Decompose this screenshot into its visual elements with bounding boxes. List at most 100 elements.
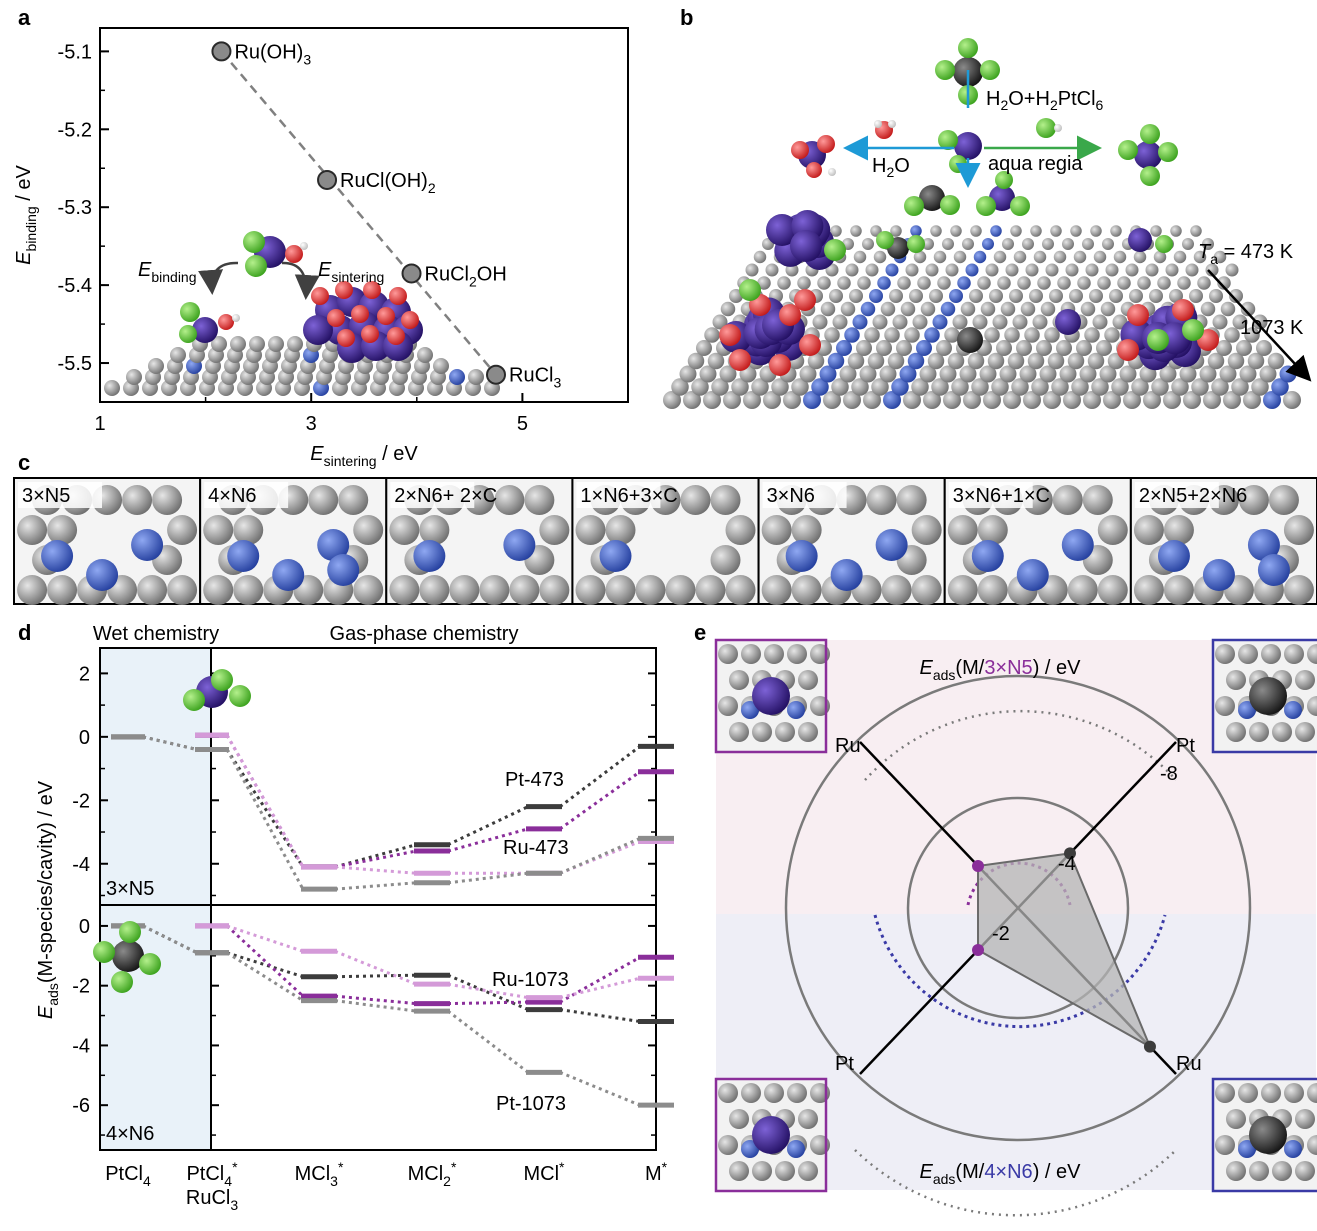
- carbon-atom: [1047, 352, 1065, 370]
- carbon-atom: [1022, 238, 1034, 250]
- carbon-atom: [775, 722, 795, 742]
- nitrogen-atom: [413, 540, 446, 572]
- carbon-atom: [718, 696, 738, 716]
- h-atom: [232, 314, 240, 322]
- carbon-atom: [1157, 276, 1171, 290]
- carbon-atom: [679, 365, 697, 383]
- data-point-label: RuCl3: [509, 365, 561, 391]
- panel-a-xlabel: Esintering / eV: [310, 443, 418, 469]
- carbon-atom: [1231, 378, 1249, 396]
- nitrogen-atom: [1202, 559, 1235, 591]
- nitrogen-atom: [910, 225, 922, 237]
- cavity-label: 2×N6+ 2×C: [394, 485, 497, 507]
- carbon-atom: [1023, 391, 1041, 409]
- carbon-atom: [1113, 250, 1127, 264]
- carbon-atom: [1150, 225, 1162, 237]
- data-point: [317, 169, 338, 190]
- cl-atom: [119, 921, 141, 943]
- series-connector: [334, 973, 417, 979]
- carbon-atom: [969, 289, 983, 303]
- carbon-atom: [1209, 289, 1223, 303]
- carbon-atom: [1082, 485, 1113, 515]
- carbon-atom: [1224, 327, 1240, 343]
- carbon-atom: [1125, 263, 1139, 277]
- radar-axis-label: Pt: [835, 1053, 854, 1075]
- carbon-atom: [731, 378, 749, 396]
- panel-label-a: a: [18, 5, 31, 30]
- binding-arrow: [198, 261, 239, 295]
- cl-atom: [958, 38, 978, 58]
- carbon-atom: [812, 314, 828, 330]
- carbon-atom: [953, 250, 967, 264]
- carbon-atom: [1185, 263, 1199, 277]
- carbon-atom: [984, 327, 1000, 343]
- carbon-atom: [775, 1161, 795, 1181]
- label-sub: 2: [428, 180, 436, 196]
- carbon-atom: [1215, 1083, 1235, 1103]
- carbon-atom: [1104, 327, 1120, 343]
- carbon-atom: [831, 378, 849, 396]
- carbon-atom: [729, 1161, 749, 1181]
- carbon-atom: [1003, 391, 1021, 409]
- cl-atom: [995, 171, 1013, 189]
- carbon-atom: [1238, 1083, 1258, 1103]
- carbon-atom: [1283, 515, 1314, 545]
- carbon-atom: [939, 365, 957, 383]
- carbon-atom: [1213, 250, 1227, 264]
- cat-sup: *: [451, 1159, 457, 1175]
- nitrogen-atom: [1016, 559, 1049, 591]
- ru-atom: [1128, 228, 1152, 252]
- series-connector: [226, 924, 304, 953]
- cl-atom: [139, 953, 161, 975]
- series-connector: [559, 770, 641, 831]
- carbon-atom: [1090, 225, 1102, 237]
- carbon-atom: [930, 225, 942, 237]
- carbon-atom: [1200, 301, 1216, 317]
- cl-atom: [1155, 235, 1173, 253]
- h-atom: [300, 242, 308, 250]
- ru-atom: [1134, 141, 1162, 169]
- radar-bottom-title: Eads(M/4×N6) / eV: [920, 1161, 1082, 1187]
- x-category-label-2: RuCl3: [186, 1187, 238, 1213]
- carbon-atom: [753, 250, 767, 264]
- cl-atom: [976, 196, 996, 216]
- series-label: Ru-473: [503, 837, 569, 859]
- carbon-atom: [704, 327, 720, 343]
- carbon-atom: [1159, 365, 1177, 383]
- o-atom: [337, 329, 355, 347]
- carbon-atom: [741, 1083, 761, 1103]
- cl-atom: [940, 195, 960, 215]
- o-atom: [387, 327, 405, 345]
- carbon-atom: [752, 1161, 772, 1181]
- o-atom: [799, 334, 821, 356]
- o-atom: [351, 305, 369, 323]
- cl-atom: [938, 130, 958, 150]
- series-connector: [559, 955, 641, 1004]
- carbon-atom: [167, 515, 198, 545]
- carbon-atom: [1272, 1161, 1292, 1181]
- nitrogen-atom: [787, 1140, 805, 1158]
- carbon-atom: [1045, 263, 1059, 277]
- cl-atom: [183, 689, 205, 711]
- nitrogen-atom: [599, 540, 632, 572]
- y-tick-label: -5.5: [58, 353, 92, 375]
- carbon-atom: [847, 352, 865, 370]
- carbon-atom: [925, 263, 939, 277]
- nitrogen-atom: [940, 301, 956, 317]
- carbon-atom: [1227, 352, 1245, 370]
- nitrogen-atom: [1061, 529, 1094, 561]
- ru-atom: [766, 214, 798, 246]
- carbon-atom: [929, 289, 943, 303]
- carbon-atom: [725, 515, 756, 545]
- o-atom: [1172, 299, 1194, 321]
- cat-main: MCl: [295, 1163, 331, 1185]
- metal-atom: [1249, 1116, 1287, 1154]
- nitrogen-atom: [924, 327, 940, 343]
- cavity-label-bg: [390, 482, 475, 508]
- carbon-atom: [997, 276, 1011, 290]
- cavity-label-bg: [1134, 482, 1219, 508]
- ru-atom: [790, 230, 822, 262]
- nitrogen-atom: [949, 289, 963, 303]
- carbon-atom: [203, 575, 234, 605]
